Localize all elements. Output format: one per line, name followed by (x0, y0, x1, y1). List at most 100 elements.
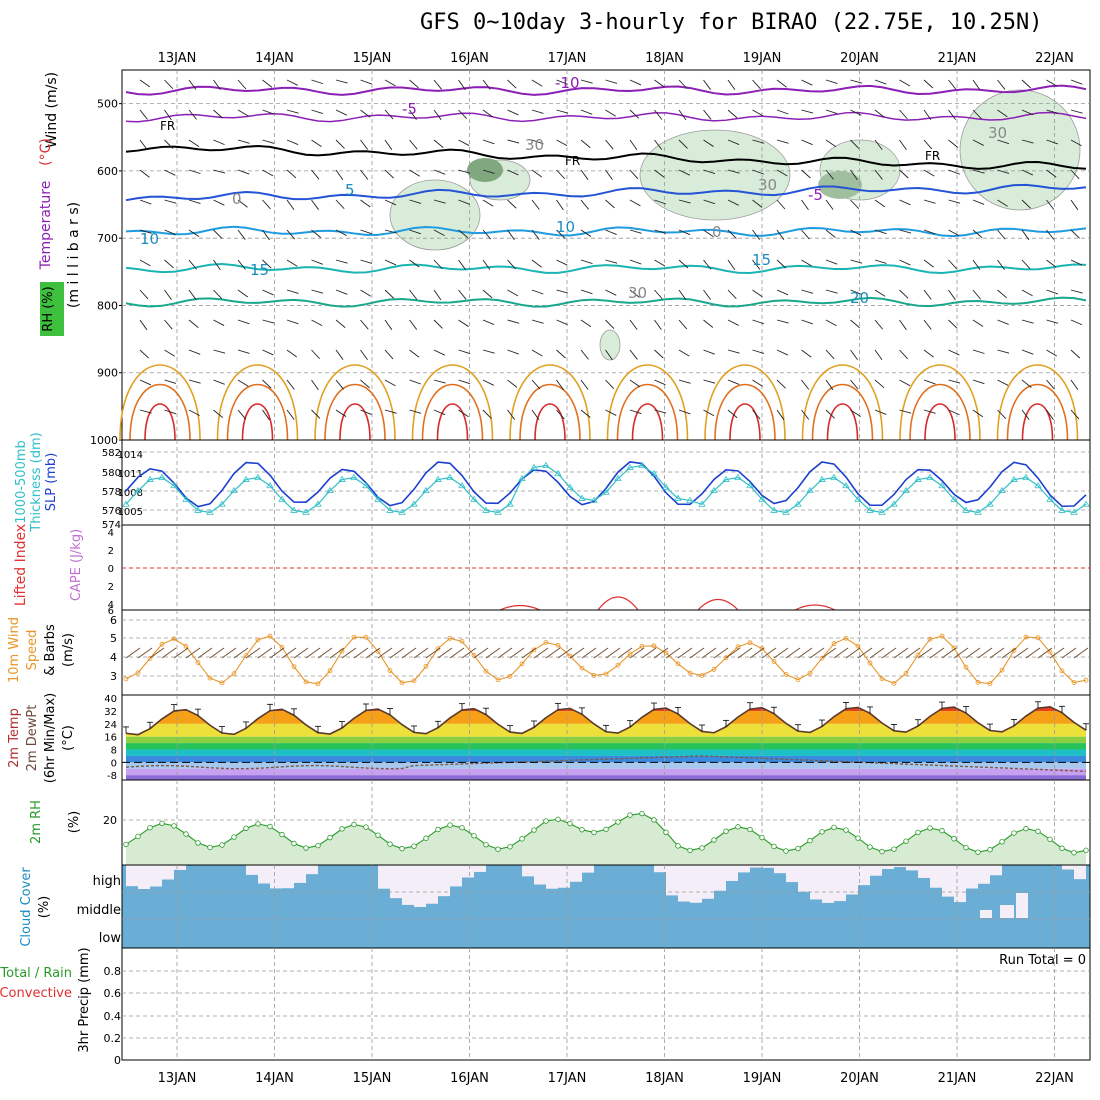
rh-marker (711, 837, 717, 843)
thickness-marker (638, 461, 646, 468)
wind-barb (654, 319, 662, 331)
rh-marker (1011, 830, 1017, 836)
thickness-marker (662, 483, 670, 490)
wind-barb (580, 199, 589, 210)
rh-marker (243, 825, 249, 831)
lifted-index-axis-label: Lifted Index (13, 524, 29, 606)
wind-barb (1046, 79, 1058, 87)
wind10-barb (941, 647, 957, 659)
thickness-tick: 580 (102, 468, 121, 479)
wind-barb (188, 79, 197, 90)
wind-barb (678, 79, 688, 90)
wind10-marker (399, 680, 405, 686)
rh-marker (1035, 828, 1041, 834)
wind-barb (678, 289, 687, 301)
wind-barb (188, 109, 197, 120)
wind-barb (801, 229, 810, 240)
boundary-layer-contour (411, 364, 494, 441)
wind10-marker (747, 640, 753, 646)
cloud-gap-high (390, 865, 402, 899)
wind10-barb (137, 647, 153, 659)
thickness-marker (1022, 473, 1030, 480)
wind-barb (286, 199, 295, 211)
wind10-marker (471, 652, 477, 658)
thickness-marker (230, 486, 238, 494)
rh-marker (315, 842, 321, 849)
wind-barb (409, 229, 422, 235)
wind-barb (164, 349, 175, 357)
wind-barb (139, 229, 152, 234)
wind-barb (825, 169, 834, 180)
boundary-layer-contour (534, 403, 566, 441)
wind-barb (580, 259, 593, 264)
rh-marker (207, 844, 213, 851)
precip-convective-label: Convective (0, 986, 72, 1001)
wind10-barb (389, 647, 405, 659)
rh-marker (939, 827, 945, 834)
wind-barb (972, 349, 985, 354)
wind-barb (703, 379, 716, 384)
wind-barb (727, 319, 739, 326)
wind10-barb (1013, 647, 1029, 659)
wind-barb (1046, 379, 1055, 390)
thickness-marker (470, 495, 478, 502)
wind10-marker (663, 650, 669, 656)
wind10-marker (363, 634, 369, 640)
wind-barb (1021, 409, 1030, 420)
wind-barb (850, 109, 862, 116)
wind-barb (874, 259, 887, 264)
wind-barb (482, 409, 492, 419)
rh-marker (927, 825, 933, 831)
thickness-tick: 582 (102, 448, 121, 459)
temp-unit-label: (°C) (61, 725, 76, 751)
wind-barb (433, 349, 446, 356)
wind-barb (286, 229, 296, 240)
cloud-gap-high (1074, 865, 1086, 880)
boundary-layer-contour (216, 364, 299, 441)
wind-barb (629, 379, 641, 388)
wind-barb (213, 229, 223, 239)
cloud-gap-high (966, 865, 978, 889)
wind-barb (899, 289, 909, 299)
wind10-marker (531, 647, 537, 653)
wind-barb (948, 319, 958, 329)
wind-barb (629, 409, 642, 415)
wind-barb (727, 139, 740, 145)
date-label-bottom: 14JAN (255, 1071, 294, 1086)
cloud-gap-high (570, 865, 582, 882)
wind-barb (850, 349, 858, 360)
isotherm-label: 0 (712, 223, 722, 241)
wind-barb (1070, 229, 1080, 239)
thickness-marker (242, 475, 250, 482)
wind10-tick: 6 (110, 614, 117, 627)
wind-barb (899, 349, 908, 360)
wind-barb (801, 199, 809, 211)
wind-barb (482, 259, 491, 271)
wind-barb (433, 199, 446, 204)
rh-marker (723, 828, 729, 834)
wind-barb (409, 349, 420, 358)
wind-barb (409, 289, 418, 300)
wind-barb (384, 139, 393, 151)
rh-marker (147, 824, 153, 831)
wind-barb (1070, 409, 1080, 420)
cloud-gap-high (726, 865, 738, 881)
wind10-marker (699, 673, 705, 678)
wind10-marker (351, 634, 357, 640)
rh-marker (495, 846, 501, 852)
wind-barb (678, 229, 691, 236)
wind-barb (164, 409, 177, 415)
wind-barb (335, 259, 348, 264)
cloud-gap-high (522, 865, 534, 877)
thickness-marker (698, 500, 706, 507)
wind-barb (164, 139, 174, 149)
thickness-marker (590, 496, 598, 503)
wind10-marker (123, 676, 129, 682)
wind10-marker (459, 639, 465, 644)
rh-marker (795, 845, 801, 852)
wind-barb (727, 379, 740, 385)
wind-barb (433, 259, 443, 270)
thickness-tick: 578 (102, 487, 121, 498)
